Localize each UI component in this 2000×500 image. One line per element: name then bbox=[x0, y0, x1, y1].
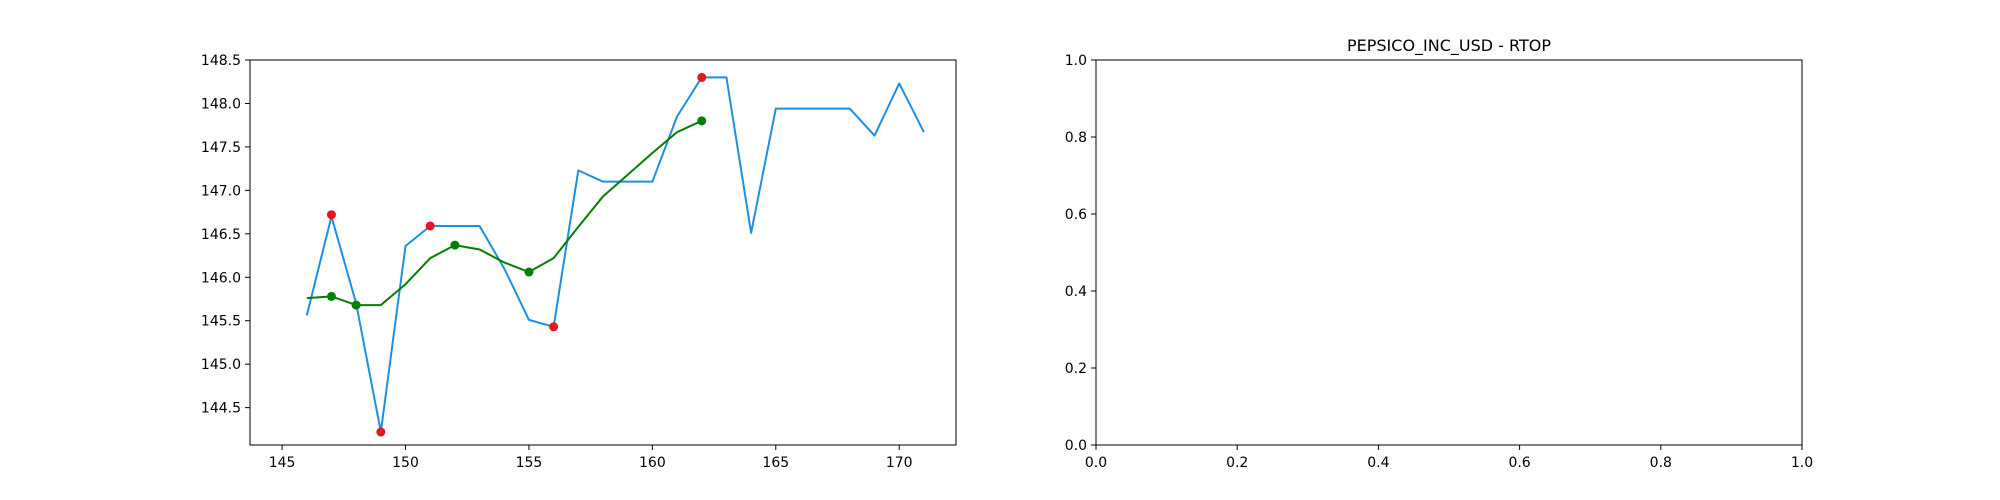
rtop-chart-y-axis: 0.0 0.2 0.4 0.6 0.8 1.0 bbox=[1065, 53, 1096, 454]
smoothed-extremum-point bbox=[697, 116, 707, 126]
y-tick-label: 0.2 bbox=[1065, 361, 1087, 377]
x-tick-label: 160 bbox=[639, 455, 666, 471]
smoothed-extremum-point bbox=[450, 240, 460, 250]
x-tick-label: 165 bbox=[762, 455, 789, 471]
y-tick-label: 0.6 bbox=[1065, 207, 1087, 223]
price-chart: 145 150 155 160 165 170 144.5145.0145.5146.01… bbox=[201, 53, 957, 471]
y-tick-label: 1.0 bbox=[1065, 53, 1087, 69]
x-tick-label: 0.4 bbox=[1367, 455, 1389, 471]
y-tick-label: 146.0 bbox=[201, 270, 241, 286]
extremum-point bbox=[326, 210, 336, 220]
smoothed-extremum-point bbox=[351, 300, 361, 310]
price-chart-frame bbox=[249, 59, 957, 446]
price-chart-x-axis: 145 150 155 160 165 170 bbox=[269, 445, 913, 471]
x-tick-label: 170 bbox=[886, 455, 913, 471]
rtop-chart-x-axis: 0.0 0.2 0.4 0.6 0.8 1.0 bbox=[1085, 445, 1813, 471]
x-tick-label: 155 bbox=[516, 455, 543, 471]
extremum-point bbox=[376, 427, 386, 437]
smoothed-extremum-point bbox=[524, 267, 534, 277]
x-tick-label: 150 bbox=[392, 455, 419, 471]
extremum-point bbox=[425, 221, 435, 231]
y-tick-label: 148.0 bbox=[201, 96, 241, 112]
x-tick-label: 0.6 bbox=[1508, 455, 1530, 471]
y-tick-label: 0.4 bbox=[1065, 284, 1087, 300]
x-tick-label: 0.2 bbox=[1226, 455, 1248, 471]
x-tick-label: 0.0 bbox=[1085, 455, 1107, 471]
x-tick-label: 145 bbox=[269, 455, 296, 471]
extremum-point bbox=[549, 322, 559, 332]
y-tick-label: 145.0 bbox=[201, 357, 241, 373]
smoothed-extremum-point bbox=[326, 291, 336, 301]
smoothed-line bbox=[306, 119, 703, 307]
x-tick-label: 0.8 bbox=[1650, 455, 1672, 471]
y-tick-label: 145.5 bbox=[201, 314, 241, 330]
x-tick-label: 1.0 bbox=[1791, 455, 1813, 471]
price-line bbox=[305, 76, 925, 433]
y-tick-label: 0.0 bbox=[1065, 438, 1087, 454]
y-tick-label: 146.5 bbox=[201, 227, 241, 243]
rtop-chart: PEPSICO_INC_USD - RTOP 0.0 0.2 0.4 0.6 0.8 1.… bbox=[1065, 36, 1813, 471]
y-tick-label: 144.5 bbox=[201, 401, 241, 417]
price-chart-plot-area bbox=[305, 72, 925, 437]
price-chart-y-axis: 144.5 145.0 145.5 146.0 146.5 147.0 147.5 148.0… bbox=[201, 53, 250, 417]
y-tick-label: 148.5 bbox=[201, 53, 241, 69]
extremum-point bbox=[697, 72, 707, 82]
rtop-chart-frame bbox=[1095, 59, 1803, 446]
y-tick-label: 0.8 bbox=[1065, 130, 1087, 146]
y-tick-label: 147.0 bbox=[201, 183, 241, 199]
rtop-chart-title: PEPSICO_INC_USD - RTOP bbox=[1347, 36, 1551, 56]
y-tick-label: 147.5 bbox=[201, 140, 241, 156]
